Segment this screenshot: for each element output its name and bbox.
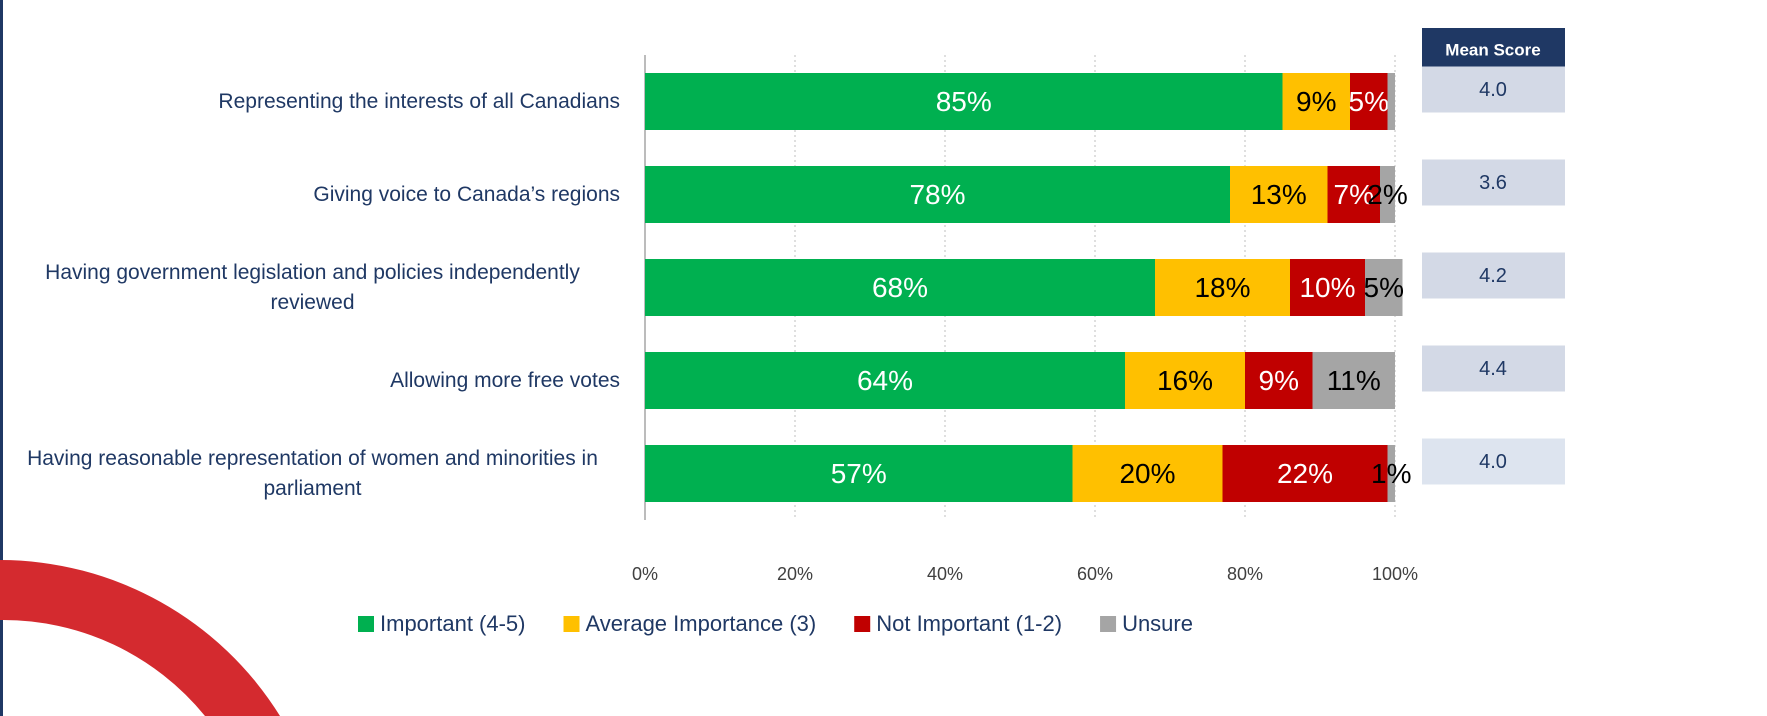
mean-score-header: Mean Score <box>1445 40 1540 59</box>
x-tick-label: 100% <box>1372 564 1418 584</box>
data-label: 64% <box>857 365 913 396</box>
data-label: 11% <box>1327 365 1381 396</box>
legend-label: Average Importance (3) <box>586 611 817 636</box>
category-label-box: Allowing more free votes <box>390 336 620 426</box>
mean-score: 4.4 <box>1479 358 1507 380</box>
category-label: Allowing more free votes <box>390 366 620 396</box>
category-label-box: Having reasonable representation of wome… <box>5 429 620 519</box>
mean-score: 4.2 <box>1479 265 1507 287</box>
bar-segment <box>1388 73 1396 130</box>
legend-swatch <box>854 616 870 632</box>
x-tick-label: 0% <box>632 564 658 584</box>
legend-label: Not Important (1-2) <box>876 611 1062 636</box>
x-tick-label: 40% <box>927 564 963 584</box>
data-label: 57% <box>831 458 887 489</box>
data-label: 78% <box>909 179 965 210</box>
category-label-box: Having government legislation and polici… <box>5 243 620 333</box>
category-label: Having government legislation and polici… <box>5 258 620 318</box>
category-label-box: Representing the interests of all Canadi… <box>218 57 620 147</box>
legend-swatch <box>1100 616 1116 632</box>
x-tick-label: 60% <box>1077 564 1113 584</box>
legend-swatch <box>358 616 374 632</box>
decor-arc <box>0 560 280 716</box>
x-tick-label: 80% <box>1227 564 1263 584</box>
legend-label: Unsure <box>1122 611 1193 636</box>
data-label: 16% <box>1157 365 1213 396</box>
category-label: Giving voice to Canada’s regions <box>313 180 620 210</box>
data-label: 5% <box>1364 272 1404 303</box>
data-label: 20% <box>1119 458 1175 489</box>
legend-label: Important (4-5) <box>380 611 526 636</box>
category-label: Representing the interests of all Canadi… <box>218 87 620 117</box>
x-tick-label: 20% <box>777 564 813 584</box>
data-label: 10% <box>1299 272 1355 303</box>
data-label: 22% <box>1277 458 1333 489</box>
data-label: 2% <box>1367 179 1407 210</box>
data-label: 18% <box>1194 272 1250 303</box>
data-label: 68% <box>872 272 928 303</box>
legend-swatch <box>564 616 580 632</box>
category-label: Having reasonable representation of wome… <box>5 444 620 504</box>
page: Mean Score 0% 20% 40% 60% 80% 100% 85% 9% 5% 4.0 7… <box>0 0 1767 716</box>
mean-score: 4.0 <box>1479 451 1507 473</box>
data-label: 9% <box>1259 365 1299 396</box>
data-label: 1% <box>1371 458 1411 489</box>
mean-score: 3.6 <box>1479 172 1507 194</box>
category-label-box: Giving voice to Canada’s regions <box>313 150 620 240</box>
data-label: 9% <box>1296 86 1336 117</box>
data-label: 13% <box>1251 179 1307 210</box>
data-label: 85% <box>936 86 992 117</box>
data-label: 5% <box>1349 86 1389 117</box>
mean-score: 4.0 <box>1479 79 1507 101</box>
